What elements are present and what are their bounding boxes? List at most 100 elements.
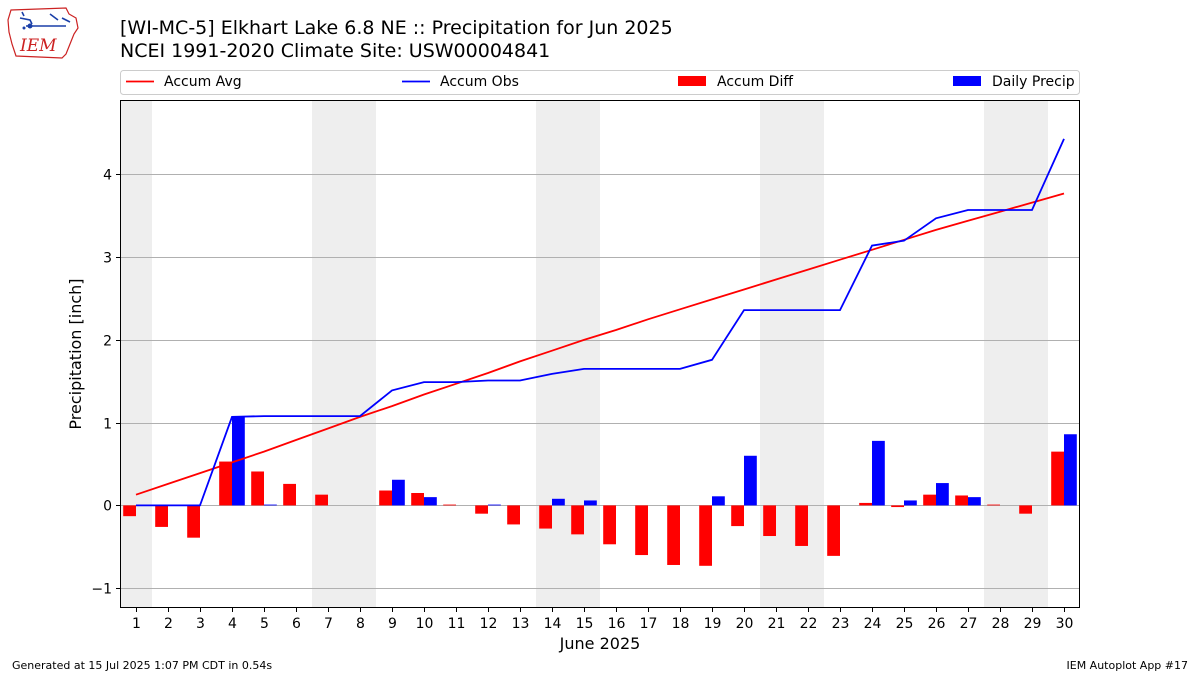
daily-precip-bar xyxy=(872,440,885,506)
x-tick-label: 9 xyxy=(388,616,397,632)
plot-frame xyxy=(120,100,1080,608)
y-axis-label: Precipitation [inch] xyxy=(66,278,85,429)
legend-box xyxy=(120,70,1080,95)
x-tick-label: 15 xyxy=(576,616,594,632)
accum-diff-bar xyxy=(795,505,808,546)
x-tick-label: 17 xyxy=(640,616,658,632)
accum-diff-bar xyxy=(283,483,296,506)
accum-avg-line xyxy=(135,192,1065,496)
y-tick-label: 4 xyxy=(103,168,112,184)
accum-diff-bar xyxy=(379,490,392,506)
chart-title: [WI-MC-5] Elkhart Lake 6.8 NE :: Precipi… xyxy=(120,17,673,39)
daily-precip-legend-label: Daily Precip xyxy=(992,74,1075,90)
x-tick-label: 6 xyxy=(292,616,301,632)
weekend-shade xyxy=(312,100,376,608)
x-axis-label: June 2025 xyxy=(559,634,641,653)
x-tick-label: 2 xyxy=(164,616,173,632)
accum-diff-bar xyxy=(155,505,168,527)
accum-diff-bar xyxy=(315,494,328,506)
x-tick-label: 27 xyxy=(960,616,978,632)
x-tick-label: 12 xyxy=(480,616,498,632)
x-tick-label: 10 xyxy=(416,616,434,632)
accum-diff-bar xyxy=(187,505,200,538)
accum-obs-legend-label: Accum Obs xyxy=(440,74,519,90)
accum-diff-bar xyxy=(443,504,456,506)
x-tick-label: 24 xyxy=(864,616,882,632)
x-tick-label: 25 xyxy=(896,616,914,632)
x-tick-label: 18 xyxy=(672,616,690,632)
accum-diff-bar xyxy=(731,505,744,527)
x-tick-label: 13 xyxy=(512,616,530,632)
x-tick-label: 22 xyxy=(800,616,818,632)
x-tick-label: 5 xyxy=(260,616,269,632)
daily-precip-bar xyxy=(552,498,565,506)
accum-diff-bar xyxy=(411,492,424,506)
x-tick-label: 3 xyxy=(196,616,205,632)
daily-precip-bar xyxy=(744,455,757,506)
accum-diff-legend-label: Accum Diff xyxy=(717,74,793,90)
accum-diff-bar xyxy=(251,471,264,506)
accum-diff-bar xyxy=(923,494,936,506)
x-tick-label: 21 xyxy=(768,616,786,632)
x-tick-label: 20 xyxy=(736,616,754,632)
chart-subtitle: NCEI 1991-2020 Climate Site: USW00004841 xyxy=(120,40,551,62)
x-tick-label: 16 xyxy=(608,616,626,632)
accum-diff-bar xyxy=(539,505,552,529)
y-tick-label: −1 xyxy=(91,582,112,598)
accum-diff-bar xyxy=(827,505,840,556)
accum-obs-line xyxy=(136,138,1065,507)
x-tick-label: 26 xyxy=(928,616,946,632)
daily-precip-legend-swatch xyxy=(953,76,981,86)
daily-precip-bar xyxy=(488,504,501,506)
accum-avg-legend-label: Accum Avg xyxy=(164,74,242,90)
x-tick-label: 8 xyxy=(356,616,365,632)
accum-diff-bar xyxy=(1051,451,1064,506)
daily-precip-bar xyxy=(584,500,597,506)
x-tick-label: 29 xyxy=(1024,616,1042,632)
x-tick-label: 23 xyxy=(832,616,850,632)
daily-precip-bar xyxy=(264,504,277,506)
accum-diff-bar xyxy=(1019,505,1032,514)
accum-diff-bar xyxy=(699,505,712,566)
accum-diff-bar xyxy=(891,505,904,508)
x-tick-label: 11 xyxy=(448,616,466,632)
daily-precip-bar xyxy=(424,497,437,506)
x-tick-label: 30 xyxy=(1056,616,1074,632)
accum-diff-legend-swatch xyxy=(678,76,706,86)
accum-diff-bar xyxy=(763,505,776,537)
y-tick-label: 1 xyxy=(103,417,112,433)
daily-precip-bar xyxy=(392,479,405,506)
daily-precip-bar xyxy=(712,496,725,506)
x-tick-label: 4 xyxy=(228,616,237,632)
generated-note: Generated at 15 Jul 2025 1:07 PM CDT in … xyxy=(12,659,273,672)
iem-logo: IEM xyxy=(6,4,82,60)
accum-diff-bar xyxy=(987,504,1000,506)
accum-diff-bar xyxy=(955,495,968,506)
accum-diff-bar xyxy=(219,461,232,506)
daily-precip-bar xyxy=(968,497,981,506)
accum-diff-bar xyxy=(603,505,616,545)
daily-precip-bar xyxy=(1064,434,1077,506)
accum-diff-bar xyxy=(859,502,872,506)
daily-precip-bar xyxy=(904,500,917,506)
daily-precip-bar xyxy=(936,483,949,506)
app-credit: IEM Autoplot App #17 xyxy=(1066,659,1189,672)
accum-diff-bar xyxy=(475,505,488,514)
x-tick-label: 28 xyxy=(992,616,1010,632)
weekend-shade xyxy=(984,100,1048,608)
x-tick-label: 7 xyxy=(324,616,333,632)
accum-diff-bar xyxy=(507,505,520,525)
x-tick-label: 14 xyxy=(544,616,562,632)
x-tick-label: 19 xyxy=(704,616,722,632)
weekend-shade xyxy=(120,100,152,608)
y-tick-label: 2 xyxy=(103,334,112,350)
logo-text: IEM xyxy=(19,36,57,56)
accum-diff-bar xyxy=(571,505,584,535)
y-tick-label: 3 xyxy=(103,251,112,267)
y-tick-label: 0 xyxy=(103,499,112,515)
accum-diff-bar xyxy=(123,505,136,517)
accum-diff-bar xyxy=(667,505,680,565)
accum-diff-bar xyxy=(635,505,648,556)
weekend-shade xyxy=(536,100,600,608)
